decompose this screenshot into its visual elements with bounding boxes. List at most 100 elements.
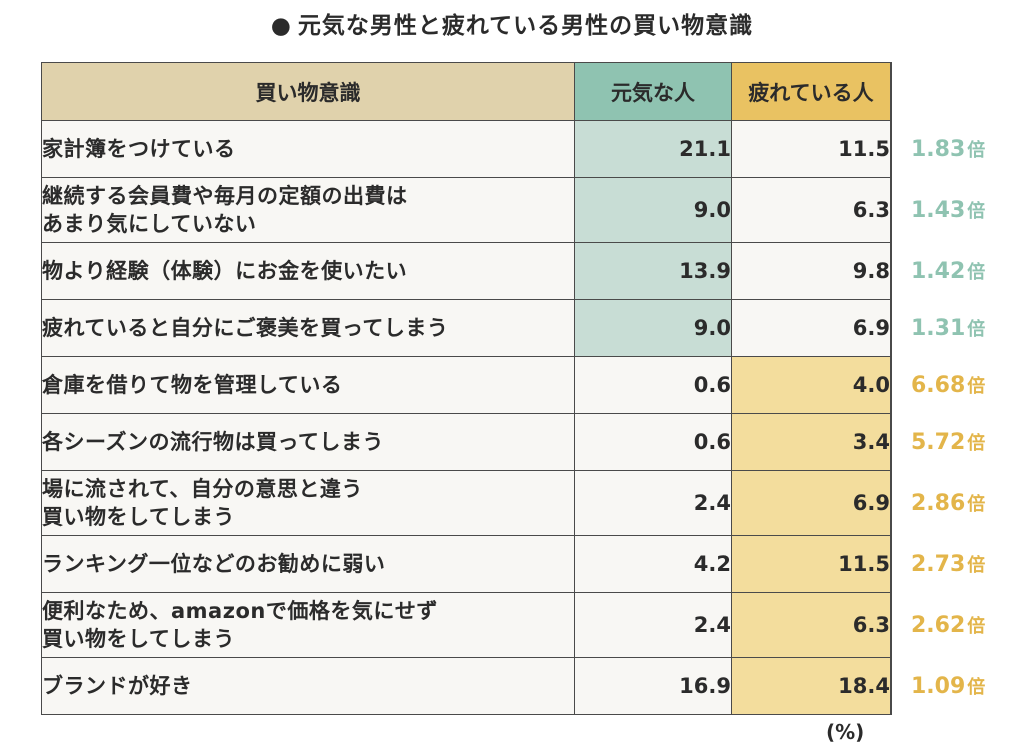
ratio-cell: 2.62 倍 [890, 592, 985, 658]
table-row: 各シーズンの流行物は買ってしまう 0.6 3.4 5.72 倍 [41, 413, 985, 471]
tired-value: 6.3 [731, 592, 891, 658]
header-tired: 疲れている人 [731, 62, 891, 121]
tired-value: 3.4 [731, 413, 891, 471]
row-label-line: 物より経験（体験）にお金を使いたい [42, 259, 408, 283]
table-body: 家計簿をつけている 21.1 11.5 1.83 倍継続する会員費や毎月の定額の出費はあ… [41, 120, 985, 715]
row-label-line: 家計簿をつけている [42, 137, 236, 161]
row-label: 各シーズンの流行物は買ってしまう [41, 413, 575, 471]
ratio-suffix: 倍 [967, 677, 986, 698]
ratio-value: 2.86 [911, 491, 966, 516]
row-label: 物より経験（体験）にお金を使いたい [41, 242, 575, 300]
table-row: 便利なため、amazonで価格を気にせず 買い物をしてしまう 2.4 6.3 2.62 倍 [41, 592, 985, 658]
ratio-cell: 1.83 倍 [890, 120, 985, 178]
unit-label: (%) [826, 720, 865, 744]
ratio-value: 2.62 [911, 613, 966, 638]
ratio-suffix: 倍 [967, 140, 986, 161]
row-label: ブランドが好き [41, 657, 575, 715]
genki-value: 2.4 [574, 470, 732, 536]
ratio-label: 2.73 倍 [911, 551, 985, 577]
table-header-row: 買い物意識 元気な人 疲れている人 [41, 62, 892, 121]
header-genki: 元気な人 [574, 62, 732, 121]
tired-value: 6.9 [731, 470, 891, 536]
tired-value: 11.5 [731, 535, 891, 593]
ratio-suffix: 倍 [967, 201, 986, 222]
ratio-label: 1.83 倍 [911, 136, 985, 162]
ratio-label: 2.86 倍 [911, 490, 985, 516]
ratio-label: 5.72 倍 [911, 429, 985, 455]
title-bullet: ● [270, 13, 292, 39]
tired-value: 9.8 [731, 242, 891, 300]
tired-value: 6.3 [731, 177, 891, 243]
ratio-value: 1.43 [911, 198, 966, 223]
row-label: 疲れていると自分にご褒美を買ってしまう [41, 299, 575, 357]
row-label-line: 買い物をしてしまう [42, 505, 235, 529]
genki-value: 21.1 [574, 120, 732, 178]
ratio-value: 1.31 [911, 316, 966, 341]
genki-value: 0.6 [574, 413, 732, 471]
header-ratio-spacer [890, 62, 892, 121]
table-row: 疲れていると自分にご褒美を買ってしまう 9.0 6.9 1.31 倍 [41, 299, 985, 357]
row-label-line: 倉庫を借りて物を管理している [42, 373, 343, 397]
ratio-value: 1.83 [911, 137, 966, 162]
shopping-attitude-table: 買い物意識 元気な人 疲れている人 家計簿をつけている 21.1 11.5 1.83 倍… [41, 62, 985, 715]
row-label: 場に流されて、自分の意思と違う 買い物をしてしまう [41, 470, 575, 536]
ratio-cell: 1.09 倍 [890, 657, 985, 715]
ratio-value: 1.09 [911, 674, 966, 699]
ratio-cell: 2.73 倍 [890, 535, 985, 593]
ratio-value: 2.73 [911, 552, 966, 577]
genki-value: 9.0 [574, 299, 732, 357]
genki-value: 16.9 [574, 657, 732, 715]
ratio-cell: 5.72 倍 [890, 413, 985, 471]
table-row: ブランドが好き 16.9 18.4 1.09 倍 [41, 657, 985, 715]
tired-value: 11.5 [731, 120, 891, 178]
row-label-line: 各シーズンの流行物は買ってしまう [42, 430, 384, 454]
row-label: 継続する会員費や毎月の定額の出費は あまり気にしていない [41, 177, 575, 243]
row-label-line: 便利なため、amazonで価格を気にせず [42, 599, 438, 623]
tired-value: 18.4 [731, 657, 891, 715]
ratio-label: 6.68 倍 [911, 372, 985, 398]
genki-value: 13.9 [574, 242, 732, 300]
ratio-suffix: 倍 [967, 319, 986, 340]
ratio-cell: 1.42 倍 [890, 242, 985, 300]
ratio-suffix: 倍 [967, 494, 986, 515]
ratio-suffix: 倍 [967, 433, 986, 454]
ratio-cell: 1.43 倍 [890, 177, 985, 243]
row-label-line: 買い物をしてしまう [42, 627, 235, 651]
row-label-line: 継続する会員費や毎月の定額の出費は [42, 184, 408, 208]
row-label-line: 場に流されて、自分の意思と違う [42, 477, 363, 501]
ratio-value: 1.42 [911, 259, 966, 284]
row-label-line: ランキング一位などのお勧めに弱い [42, 552, 386, 576]
ratio-suffix: 倍 [967, 262, 986, 283]
ratio-label: 1.31 倍 [911, 315, 985, 341]
ratio-value: 5.72 [911, 430, 966, 455]
row-label: 倉庫を借りて物を管理している [41, 356, 575, 414]
genki-value: 4.2 [574, 535, 732, 593]
table-row: ランキング一位などのお勧めに弱い 4.2 11.5 2.73 倍 [41, 535, 985, 593]
genki-value: 0.6 [574, 356, 732, 414]
row-label-line: ブランドが好き [42, 674, 193, 698]
ratio-label: 1.42 倍 [911, 258, 985, 284]
row-label: 便利なため、amazonで価格を気にせず 買い物をしてしまう [41, 592, 575, 658]
tired-value: 4.0 [731, 356, 891, 414]
tired-value: 6.9 [731, 299, 891, 357]
row-label: 家計簿をつけている [41, 120, 575, 178]
chart-title: ● 元気な男性と疲れている男性の買い物意識 [0, 6, 1024, 40]
table-row: 物より経験（体験）にお金を使いたい 13.9 9.8 1.42 倍 [41, 242, 985, 300]
chart-title-text: 元気な男性と疲れている男性の買い物意識 [297, 13, 754, 39]
ratio-cell: 1.31 倍 [890, 299, 985, 357]
genki-value: 9.0 [574, 177, 732, 243]
ratio-label: 2.62 倍 [911, 612, 985, 638]
ratio-suffix: 倍 [967, 555, 986, 576]
row-label-line: 疲れていると自分にご褒美を買ってしまう [42, 316, 449, 340]
ratio-value: 6.68 [911, 373, 966, 398]
ratio-cell: 2.86 倍 [890, 470, 985, 536]
ratio-suffix: 倍 [967, 376, 986, 397]
row-label-line: あまり気にしていない [42, 212, 257, 236]
header-attitude: 買い物意識 [41, 62, 575, 121]
genki-value: 2.4 [574, 592, 732, 658]
ratio-suffix: 倍 [967, 616, 986, 637]
ratio-label: 1.09 倍 [911, 673, 985, 699]
ratio-cell: 6.68 倍 [890, 356, 985, 414]
table-row: 倉庫を借りて物を管理している 0.6 4.0 6.68 倍 [41, 356, 985, 414]
ratio-label: 1.43 倍 [911, 197, 985, 223]
